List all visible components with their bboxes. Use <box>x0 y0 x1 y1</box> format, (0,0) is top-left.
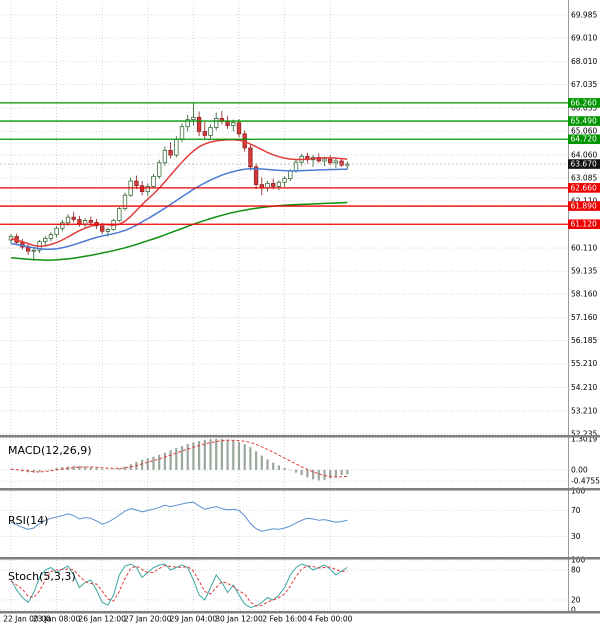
svg-text:64.060: 64.060 <box>571 150 597 159</box>
svg-text:67.035: 67.035 <box>571 80 597 89</box>
price-axis: 69.985 69.010 68.010 67.035 66.035 65.060 64.0… <box>568 0 600 615</box>
svg-text:68.010: 68.010 <box>571 57 597 66</box>
svg-text:20: 20 <box>571 596 581 605</box>
svg-text:100: 100 <box>571 556 586 565</box>
macd-panel-label: MACD(12,26,9) <box>8 444 92 457</box>
svg-text:69.010: 69.010 <box>571 33 597 42</box>
svg-text:23 Jan 08:00: 23 Jan 08:00 <box>33 615 81 624</box>
svg-text:58.160: 58.160 <box>571 290 597 299</box>
svg-text:63.670: 63.670 <box>571 160 597 169</box>
svg-text:65.060: 65.060 <box>571 127 597 136</box>
svg-text:62.110: 62.110 <box>571 196 597 205</box>
svg-text:66.035: 66.035 <box>571 104 597 113</box>
svg-text:65.490: 65.490 <box>571 117 597 126</box>
svg-text:-0.4755: -0.4755 <box>571 477 600 486</box>
stoch-panel <box>10 563 348 609</box>
svg-text:1.3019: 1.3019 <box>571 434 597 443</box>
svg-text:30: 30 <box>571 532 581 541</box>
svg-text:29 Jan 04:00: 29 Jan 04:00 <box>170 615 218 624</box>
stoch-panel-label: Stoch(5,3,3) <box>8 570 76 583</box>
svg-text:69.985: 69.985 <box>571 10 597 19</box>
svg-text:2 Feb 16:00: 2 Feb 16:00 <box>262 615 307 624</box>
svg-text:66.260: 66.260 <box>571 98 597 107</box>
grid-layer <box>0 2 568 611</box>
svg-text:53.210: 53.210 <box>571 406 597 415</box>
svg-text:59.135: 59.135 <box>571 267 597 276</box>
svg-text:54.210: 54.210 <box>571 383 597 392</box>
candles-layer <box>8 102 350 261</box>
panel-separators <box>0 435 600 614</box>
rsi-panel <box>10 501 348 532</box>
svg-text:4 Feb 00:00: 4 Feb 00:00 <box>308 615 353 624</box>
ma-mid-blue <box>10 168 348 250</box>
svg-text:0: 0 <box>571 606 576 615</box>
macd-panel <box>9 438 349 481</box>
ma-fast-red <box>10 138 348 248</box>
svg-text:22 Jan 00:00: 22 Jan 00:00 <box>3 615 51 624</box>
moving-averages-layer <box>10 138 348 261</box>
svg-text:80: 80 <box>571 566 581 575</box>
svg-text:70: 70 <box>571 506 581 515</box>
svg-text:100: 100 <box>571 487 586 496</box>
levels-layer <box>0 102 568 225</box>
svg-text:64.720: 64.720 <box>571 135 597 144</box>
svg-text:52.235: 52.235 <box>571 429 597 438</box>
svg-text:60.110: 60.110 <box>571 244 597 253</box>
svg-text:61.890: 61.890 <box>571 202 597 211</box>
ma-slow-green <box>10 201 348 261</box>
svg-text:62.660: 62.660 <box>571 183 597 192</box>
svg-text:27 Jan 20:00: 27 Jan 20:00 <box>124 615 172 624</box>
svg-text:57.160: 57.160 <box>571 313 597 322</box>
svg-text:26 Jan 12:00: 26 Jan 12:00 <box>78 615 126 624</box>
svg-text:63.085: 63.085 <box>571 173 597 182</box>
svg-text:0.00: 0.00 <box>571 465 588 474</box>
svg-text:61.120: 61.120 <box>571 220 597 229</box>
svg-text:55.210: 55.210 <box>571 359 597 368</box>
svg-text:30 Jan 12:00: 30 Jan 12:00 <box>215 615 263 624</box>
rsi-panel-label: RSI(14) <box>8 514 49 527</box>
svg-text:56.185: 56.185 <box>571 336 597 345</box>
